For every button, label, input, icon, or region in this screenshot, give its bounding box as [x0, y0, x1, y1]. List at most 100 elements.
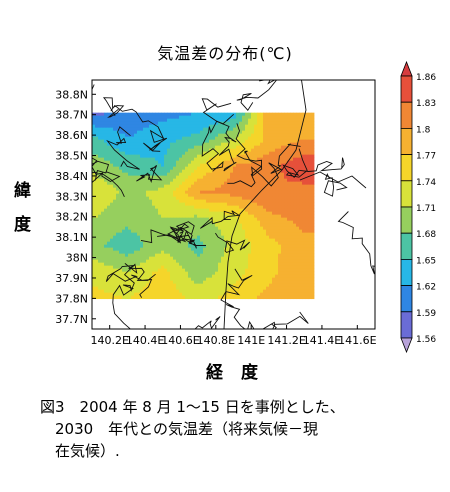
heatmap-cell [158, 217, 162, 222]
heatmap-cell [110, 274, 114, 279]
heatmap-cell [197, 145, 201, 150]
heatmap-cell [305, 256, 309, 261]
heatmap-cell [149, 145, 153, 150]
heatmap-cell [110, 136, 114, 141]
heatmap-cell [203, 157, 207, 162]
heatmap-cell [221, 280, 225, 285]
heatmap-cell [101, 232, 105, 237]
heatmap-cell [98, 178, 102, 183]
heatmap-cell [122, 190, 126, 195]
heatmap-cell [242, 160, 246, 165]
heatmap-cell [272, 118, 276, 123]
heatmap-cell [221, 127, 225, 132]
heatmap-cell [128, 154, 132, 159]
heatmap-cell [122, 148, 126, 153]
heatmap-cell [155, 166, 159, 171]
heatmap-cell [260, 202, 264, 207]
heatmap-cell [131, 265, 135, 270]
heatmap-cell [233, 196, 237, 201]
heatmap-cell [185, 148, 189, 153]
heatmap-cell [239, 295, 243, 300]
heatmap-cell [203, 118, 207, 123]
heatmap-cell [200, 259, 204, 264]
heatmap-cell [206, 289, 210, 294]
heatmap-cell [239, 268, 243, 273]
heatmap-cell [218, 250, 222, 255]
heatmap-cell [170, 208, 174, 213]
heatmap-cell [293, 112, 297, 117]
heatmap-cell [263, 247, 267, 252]
x-tick-label: 140.2E [90, 334, 128, 347]
heatmap-cell [245, 181, 249, 186]
heatmap-cell [179, 184, 183, 189]
heatmap-cell [161, 163, 165, 168]
heatmap-cell [143, 244, 147, 249]
heatmap-cell [173, 268, 177, 273]
heatmap-cell [113, 250, 117, 255]
heatmap-cell [176, 136, 180, 141]
heatmap-cell [155, 190, 159, 195]
heatmap-cell [218, 211, 222, 216]
heatmap-cell [185, 184, 189, 189]
heatmap-cell [92, 220, 96, 225]
heatmap-cell [134, 160, 138, 165]
heatmap-cell [179, 169, 183, 174]
heatmap-cell [248, 280, 252, 285]
heatmap-cell [251, 259, 255, 264]
heatmap-cell [281, 241, 285, 246]
heatmap-cell [263, 262, 267, 267]
heatmap-cell [155, 127, 159, 132]
heatmap-cell [173, 133, 177, 138]
heatmap-cell [296, 184, 300, 189]
heatmap-cell [203, 268, 207, 273]
heatmap-cell [269, 115, 273, 120]
heatmap-cell [98, 136, 102, 141]
heatmap-cell [95, 250, 99, 255]
heatmap-cell [287, 226, 291, 231]
heatmap-cell [227, 283, 231, 288]
heatmap-cell [179, 247, 183, 252]
heatmap-cell [251, 256, 255, 261]
heatmap-cell [278, 133, 282, 138]
heatmap-cell [251, 211, 255, 216]
heatmap-cell [242, 181, 246, 186]
heatmap-cell [140, 277, 144, 282]
heatmap-cell [272, 151, 276, 156]
heatmap-cell [110, 229, 114, 234]
heatmap-cell [224, 283, 228, 288]
heatmap-cell [140, 220, 144, 225]
heatmap-cell [116, 253, 120, 258]
heatmap-cell [182, 241, 186, 246]
heatmap-cell [107, 154, 111, 159]
heatmap-cell [224, 178, 228, 183]
heatmap-cell [245, 115, 249, 120]
heatmap-cell [104, 211, 108, 216]
heatmap-cell [146, 232, 150, 237]
heatmap-cell [275, 220, 279, 225]
heatmap-cell [209, 286, 213, 291]
heatmap-cell [200, 265, 204, 270]
heatmap-cell [176, 124, 180, 129]
heatmap-cell [140, 115, 144, 120]
heatmap-cell [233, 286, 237, 291]
heatmap-cell [113, 271, 117, 276]
heatmap-cell [215, 130, 219, 135]
heatmap-cell [92, 271, 96, 276]
heatmap-cell [149, 292, 153, 297]
heatmap-cell [200, 205, 204, 210]
heatmap-cell [194, 295, 198, 300]
heatmap-cell [95, 118, 99, 123]
heatmap-cell [128, 196, 132, 201]
heatmap-cell [302, 208, 306, 213]
heatmap-cell [281, 151, 285, 156]
heatmap-cell [137, 250, 141, 255]
heatmap-cell [209, 193, 213, 198]
heatmap-cell [104, 256, 108, 261]
heatmap-cell [281, 124, 285, 129]
heatmap-cell [290, 193, 294, 198]
heatmap-cell [119, 118, 123, 123]
heatmap-cell [143, 208, 147, 213]
heatmap-cell [116, 226, 120, 231]
heatmap-cell [308, 277, 312, 282]
heatmap-cell [293, 211, 297, 216]
